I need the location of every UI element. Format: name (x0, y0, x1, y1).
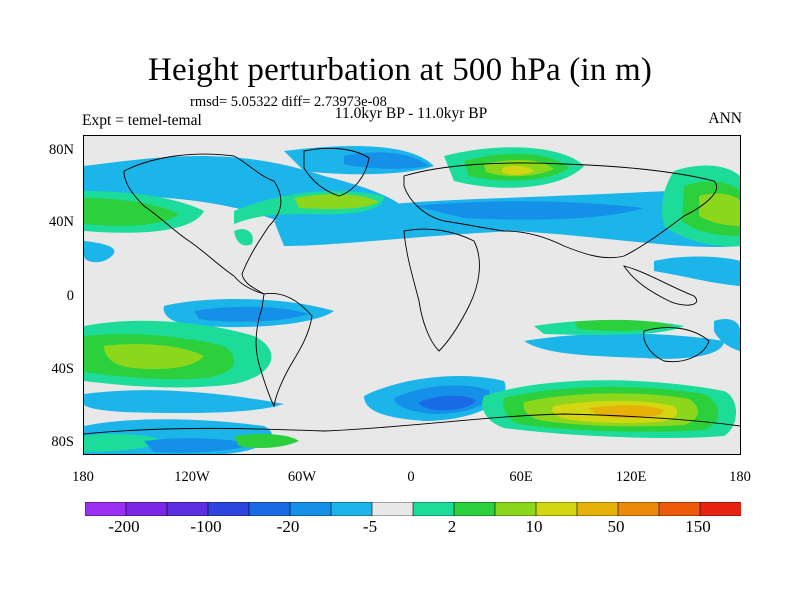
colorbar-label: -20 (276, 517, 300, 536)
coastline (123, 153, 282, 295)
x-tick-label: 60W (287, 469, 317, 485)
colorbar-label: 50 (607, 517, 625, 536)
coastlines (83, 147, 741, 435)
contour-positive (574, 319, 674, 331)
experiment-label: Expt = temel-temal (82, 112, 202, 129)
contour-negative (144, 438, 254, 453)
stats-label: rmsd= 5.05322 diff= 2.73973e-08 (190, 94, 387, 110)
x-tick-label: 60E (509, 469, 533, 485)
contour-positive (84, 433, 164, 452)
colorbar-swatch (85, 502, 127, 516)
contour-positive (589, 405, 664, 418)
coastline (303, 147, 370, 197)
colorbar-swatch (617, 502, 660, 516)
y-tick-label: 80N (49, 142, 74, 158)
contour-negative (84, 390, 284, 414)
colorbar-label: -5 (362, 517, 378, 536)
coastline (643, 327, 710, 363)
colorbar-label: 150 (685, 517, 711, 536)
x-tick-label: 180 (729, 469, 751, 485)
coastline (255, 293, 313, 408)
colorbar-swatch (453, 502, 496, 516)
period-label: 11.0kyr BP - 11.0kyr BP (334, 105, 488, 122)
contour-positive (104, 344, 204, 370)
colorbar-swatch (535, 502, 578, 516)
x-tick-label: 120W (174, 469, 210, 485)
y-tick-label: 0 (66, 288, 74, 304)
contour-negative (414, 201, 644, 220)
colorbar-swatch (699, 502, 741, 516)
colorbar-swatch (166, 502, 209, 516)
season-label: ANN (708, 110, 742, 127)
colorbar-label: -200 (108, 517, 140, 536)
contour-negative (714, 319, 740, 351)
colorbar-swatch (248, 502, 291, 516)
colorbar-label: -100 (190, 517, 222, 536)
colorbar-swatch (125, 502, 168, 516)
colorbar-swatch (371, 502, 414, 516)
colorbar-swatch (330, 502, 373, 516)
coastline (83, 413, 741, 435)
y-tick-label: 40N (49, 214, 74, 230)
contour-negative (344, 152, 429, 169)
x-tick-label: 180 (72, 469, 94, 485)
contour-negative (654, 256, 740, 286)
contour-positive (84, 198, 179, 226)
contour-positive (502, 165, 534, 175)
contour-negative (194, 306, 309, 322)
contour-positive (294, 194, 379, 210)
colorbar-label: 10 (525, 517, 543, 536)
contour-negative (84, 241, 115, 263)
contour-map (83, 135, 741, 455)
colorbar (85, 502, 741, 516)
contour-positive (699, 193, 740, 226)
colorbar-swatch (576, 502, 619, 516)
contour-positive (234, 433, 299, 449)
contour-negative (524, 333, 724, 359)
x-tick-label: 120E (615, 469, 647, 485)
colorbar-swatch (494, 502, 537, 516)
y-tick-label: 80S (51, 434, 74, 450)
coastline (403, 162, 717, 259)
coastline (622, 265, 697, 306)
colorbar-swatch (289, 502, 332, 516)
map-title: Height perturbation at 500 hPa (in m) (147, 52, 653, 88)
y-tick-label: 40S (51, 361, 74, 377)
contour-map-svg (83, 136, 741, 454)
colorbar-label: 2 (447, 517, 457, 536)
contour-negative (419, 395, 476, 411)
colorbar-swatch (412, 502, 455, 516)
x-tick-label: 0 (407, 469, 415, 485)
coastline (403, 228, 480, 352)
colorbar-swatch (207, 502, 250, 516)
contour-positive (234, 229, 253, 246)
colorbar-swatch (658, 502, 701, 516)
